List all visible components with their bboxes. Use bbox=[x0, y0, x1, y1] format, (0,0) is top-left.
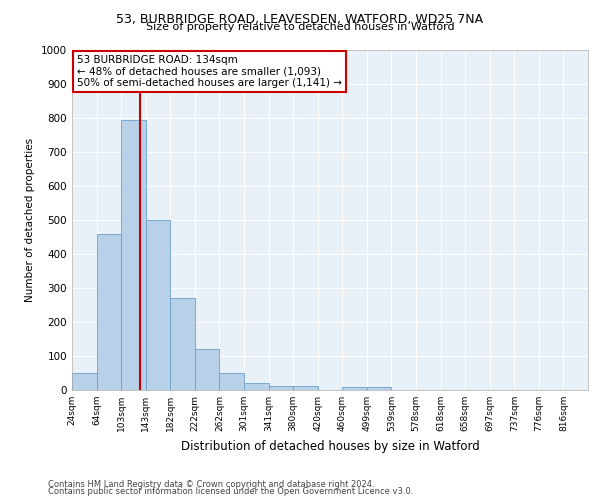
Y-axis label: Number of detached properties: Number of detached properties bbox=[25, 138, 35, 302]
Bar bbox=[121, 120, 146, 390]
Text: Contains public sector information licensed under the Open Government Licence v3: Contains public sector information licen… bbox=[48, 487, 413, 496]
Bar bbox=[97, 234, 121, 390]
Bar bbox=[342, 386, 367, 390]
Bar bbox=[195, 349, 220, 390]
Bar bbox=[269, 386, 293, 390]
Text: Size of property relative to detached houses in Watford: Size of property relative to detached ho… bbox=[146, 22, 454, 32]
Bar bbox=[367, 386, 391, 390]
Text: 53 BURBRIDGE ROAD: 134sqm
← 48% of detached houses are smaller (1,093)
50% of se: 53 BURBRIDGE ROAD: 134sqm ← 48% of detac… bbox=[77, 55, 342, 88]
Text: 53, BURBRIDGE ROAD, LEAVESDEN, WATFORD, WD25 7NA: 53, BURBRIDGE ROAD, LEAVESDEN, WATFORD, … bbox=[116, 12, 484, 26]
X-axis label: Distribution of detached houses by size in Watford: Distribution of detached houses by size … bbox=[181, 440, 479, 452]
Bar bbox=[244, 382, 269, 390]
Bar bbox=[293, 386, 318, 390]
Bar bbox=[170, 298, 195, 390]
Bar bbox=[220, 373, 244, 390]
Text: Contains HM Land Registry data © Crown copyright and database right 2024.: Contains HM Land Registry data © Crown c… bbox=[48, 480, 374, 489]
Bar bbox=[72, 373, 97, 390]
Bar bbox=[146, 220, 170, 390]
